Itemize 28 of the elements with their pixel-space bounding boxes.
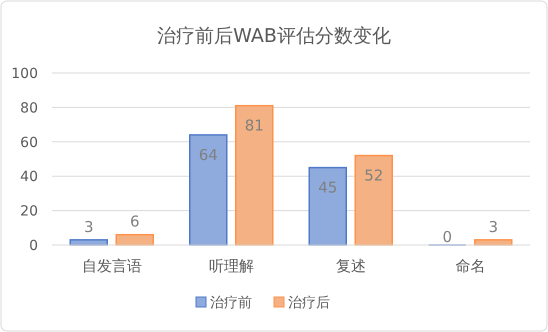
bar bbox=[70, 239, 108, 246]
data-label: 3 bbox=[488, 218, 498, 236]
data-label: 64 bbox=[198, 146, 218, 164]
data-label: 0 bbox=[442, 228, 452, 246]
bar bbox=[474, 239, 512, 246]
bar bbox=[116, 234, 154, 246]
x-tick-label: 复述 bbox=[336, 257, 366, 275]
data-label: 52 bbox=[364, 166, 384, 185]
y-tick-label: 20 bbox=[20, 204, 38, 220]
data-label: 3 bbox=[84, 218, 94, 236]
bar bbox=[189, 134, 228, 246]
bar bbox=[235, 104, 274, 246]
x-tick-label: 自发言语 bbox=[82, 257, 142, 275]
x-tick-label: 命名 bbox=[455, 257, 486, 275]
y-tick-label: 100 bbox=[11, 66, 38, 82]
legend-label: 治疗后 bbox=[288, 295, 330, 311]
y-tick-label: 0 bbox=[29, 238, 38, 254]
data-label: 6 bbox=[130, 212, 140, 231]
legend-label: 治疗前 bbox=[210, 295, 252, 311]
y-tick-label: 80 bbox=[20, 100, 38, 116]
y-tick-label: 60 bbox=[20, 134, 38, 151]
x-tick-label: 听理解 bbox=[208, 257, 254, 275]
data-label: 81 bbox=[244, 116, 264, 135]
bar bbox=[354, 154, 393, 246]
bar bbox=[308, 166, 347, 246]
y-tick-label: 40 bbox=[20, 169, 38, 186]
data-label: 45 bbox=[318, 178, 338, 197]
chart-title: 治疗前后WAB评估分数变化 bbox=[157, 25, 391, 47]
